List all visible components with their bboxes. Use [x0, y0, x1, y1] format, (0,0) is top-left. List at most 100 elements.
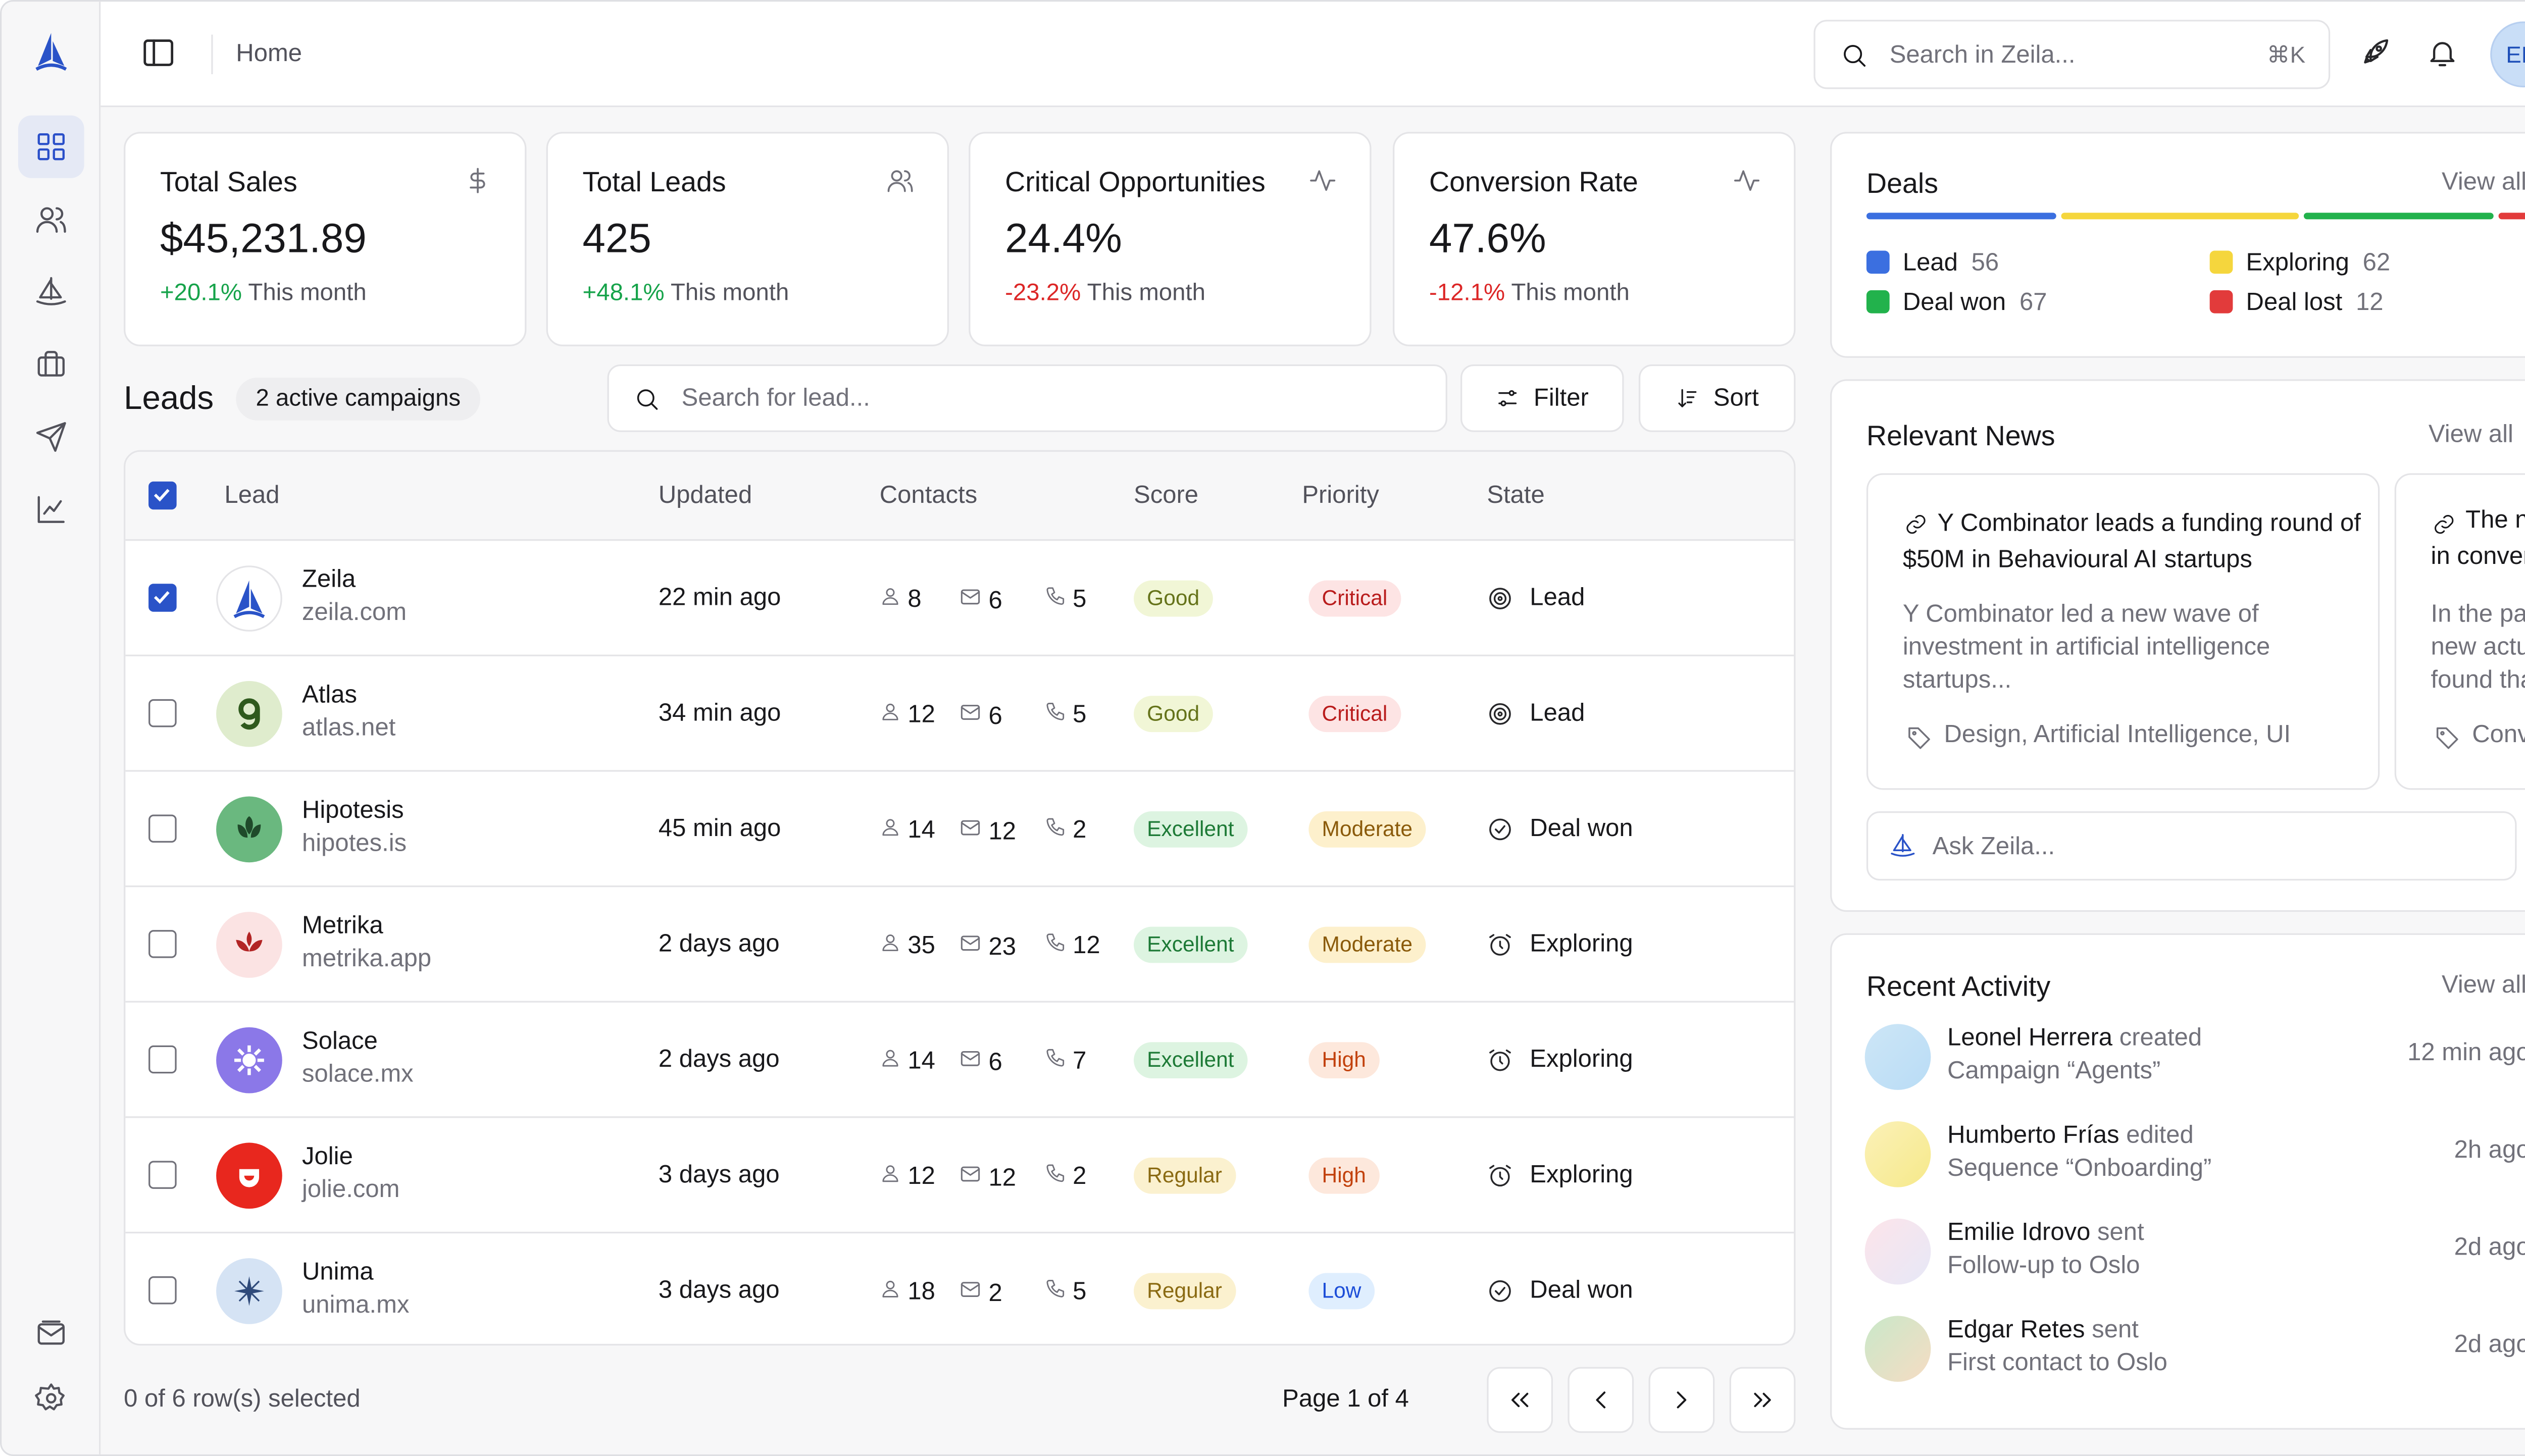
table-row[interactable]: Zeila zeila.com 22 min ago 8 6 5 Good Cr…: [125, 539, 1794, 655]
news-item-title: The new: [2465, 506, 2525, 535]
sidebar-item-outreach[interactable]: [18, 405, 84, 468]
call-count: 2: [1073, 816, 1087, 845]
check-circle-icon: [1489, 1279, 1511, 1302]
sidebar-item-dashboard[interactable]: [18, 115, 84, 178]
table-row[interactable]: Atlas atlas.net 34 min ago 12 6 5 Good C…: [125, 654, 1794, 770]
news-item-title-line2: in conversa: [2431, 542, 2525, 571]
legend-swatch: [1866, 250, 1890, 274]
global-search-input[interactable]: Search in Zeila... ⌘K: [1813, 20, 2331, 89]
stat-delta-row: -23.2% This month: [1005, 280, 1205, 306]
score-badge: Regular: [1134, 1157, 1236, 1194]
row-checkbox[interactable]: [148, 1045, 177, 1074]
people-count: 18: [907, 1278, 935, 1306]
deal-legend-item[interactable]: Lead 56: [1866, 249, 1999, 277]
chevrons-right-icon: [1754, 1392, 1771, 1408]
filter-button[interactable]: Filter: [1460, 364, 1624, 432]
activity-item[interactable]: Emilie Idrovo sent Follow-up to Oslo 2d …: [1832, 1218, 2525, 1301]
news-view-all-link[interactable]: View all: [2428, 420, 2513, 449]
ask-zeila-input[interactable]: Ask Zeila...: [1866, 811, 2517, 881]
lead-state: Deal won: [1487, 814, 1633, 843]
last-page-button[interactable]: [1729, 1367, 1796, 1433]
campaigns-badge[interactable]: 2 active campaigns: [236, 377, 481, 421]
column-header[interactable]: State: [1487, 481, 1545, 510]
row-checkbox[interactable]: [148, 584, 177, 612]
deal-legend-item[interactable]: Deal won 67: [1866, 289, 2047, 317]
prev-page-button[interactable]: [1568, 1367, 1634, 1433]
sliders-icon: [1499, 390, 1518, 406]
toggle-sidebar-button[interactable]: [140, 35, 180, 74]
table-row[interactable]: Hipotesis hipotes.is 45 min ago 14 12 2 …: [125, 770, 1794, 886]
person-icon: [882, 1280, 898, 1297]
lead-name[interactable]: Metrika: [302, 912, 383, 940]
sidebar-item-deals[interactable]: [18, 333, 84, 396]
user-avatar[interactable]: EM: [2490, 21, 2525, 88]
deals-view-all-link[interactable]: View all: [2442, 168, 2525, 196]
priority-badge: Moderate: [1308, 811, 1426, 848]
sidebar-item-inbox[interactable]: [18, 1303, 84, 1365]
deal-legend-item[interactable]: Exploring 62: [2209, 249, 2390, 277]
activity-action: edited: [2126, 1121, 2194, 1150]
sidebar-item-campaigns[interactable]: [18, 261, 84, 323]
notifications-button[interactable]: [2426, 36, 2459, 74]
breadcrumb[interactable]: Home: [236, 39, 302, 68]
deal-legend-label: Deal won: [1902, 288, 2006, 317]
table-row[interactable]: Solace solace.mx 2 days ago 14 6 7 Excel…: [125, 1001, 1794, 1117]
row-checkbox[interactable]: [148, 1161, 177, 1189]
activity-view-all-link[interactable]: View all: [2442, 971, 2525, 1000]
lead-updated: 22 min ago: [658, 584, 781, 612]
activity-title: Recent Activity: [1866, 971, 2051, 1003]
deal-legend-item[interactable]: Deal lost 12: [2209, 289, 2384, 317]
lead-name[interactable]: Zeila: [302, 565, 356, 594]
lead-name[interactable]: Jolie: [302, 1142, 353, 1171]
people-count: 14: [907, 1047, 935, 1075]
activity-item[interactable]: Leonel Herrera created Campaign “Agents”…: [1832, 1024, 2525, 1106]
table-row[interactable]: Unima unima.mx 3 days ago 18 2 5 Regular…: [125, 1231, 1794, 1344]
column-header[interactable]: Priority: [1302, 481, 1379, 510]
page-indicator: Page 1 of 4: [1282, 1385, 1409, 1414]
news-item[interactable]: The new in conversa In the past new actu…: [2394, 473, 2525, 790]
select-all-checkbox[interactable]: [148, 481, 177, 510]
sidebar-item-users[interactable]: [18, 188, 84, 250]
activity-item[interactable]: Humberto Frías edited Sequence “Onboardi…: [1832, 1121, 2525, 1204]
launch-button[interactable]: [2358, 36, 2391, 74]
dashboard-icon: [37, 133, 65, 161]
phone-icon: [1046, 703, 1065, 720]
lead-name[interactable]: Solace: [302, 1027, 378, 1056]
next-page-button[interactable]: [1648, 1367, 1715, 1433]
legend-swatch: [2209, 290, 2233, 314]
search-icon: [637, 389, 658, 410]
lead-name[interactable]: Unima: [302, 1258, 374, 1286]
column-header[interactable]: Contacts: [879, 481, 978, 510]
column-header[interactable]: Updated: [658, 481, 752, 510]
link-icon: [1906, 515, 1926, 534]
column-header[interactable]: Score: [1134, 481, 1199, 510]
column-header[interactable]: Lead: [224, 481, 280, 510]
table-row[interactable]: Jolie jolie.com 3 days ago 12 12 2 Regul…: [125, 1116, 1794, 1232]
zeila-logo[interactable]: [33, 31, 69, 76]
stat-icon: [1733, 167, 1761, 199]
row-checkbox[interactable]: [148, 930, 177, 958]
chevron-left-icon: [1596, 1391, 1606, 1409]
news-item[interactable]: Y Combinator leads a funding round of $5…: [1866, 473, 2380, 790]
first-page-button[interactable]: [1487, 1367, 1553, 1433]
table-row[interactable]: Metrika metrika.app 2 days ago 35 23 12 …: [125, 885, 1794, 1001]
solace-logo-icon: [231, 1042, 268, 1078]
sidebar-item-settings[interactable]: [18, 1367, 84, 1430]
lead-name[interactable]: Hipotesis: [302, 796, 404, 825]
news-card: Relevant News View all Y Combinator lead…: [1830, 379, 2525, 912]
sidebar-item-analytics[interactable]: [18, 478, 84, 541]
alarm-icon: [1489, 1049, 1511, 1070]
row-checkbox[interactable]: [148, 1276, 177, 1305]
activity-item[interactable]: Edgar Retes sent First contact to Oslo 2…: [1832, 1316, 2525, 1398]
lead-search-input[interactable]: Search for lead...: [607, 364, 1447, 432]
deal-legend-label: Lead: [1902, 249, 1958, 277]
stat-value: $45,231.89: [160, 216, 367, 263]
lead-email-count: 23: [959, 931, 1016, 961]
score-badge: Regular: [1134, 1273, 1236, 1310]
lead-name[interactable]: Atlas: [302, 681, 358, 709]
lead-state: Exploring: [1487, 1161, 1633, 1189]
sailboat-icon: [36, 277, 66, 305]
row-checkbox[interactable]: [148, 814, 177, 843]
row-checkbox[interactable]: [148, 699, 177, 727]
sort-button[interactable]: Sort: [1638, 364, 1796, 432]
